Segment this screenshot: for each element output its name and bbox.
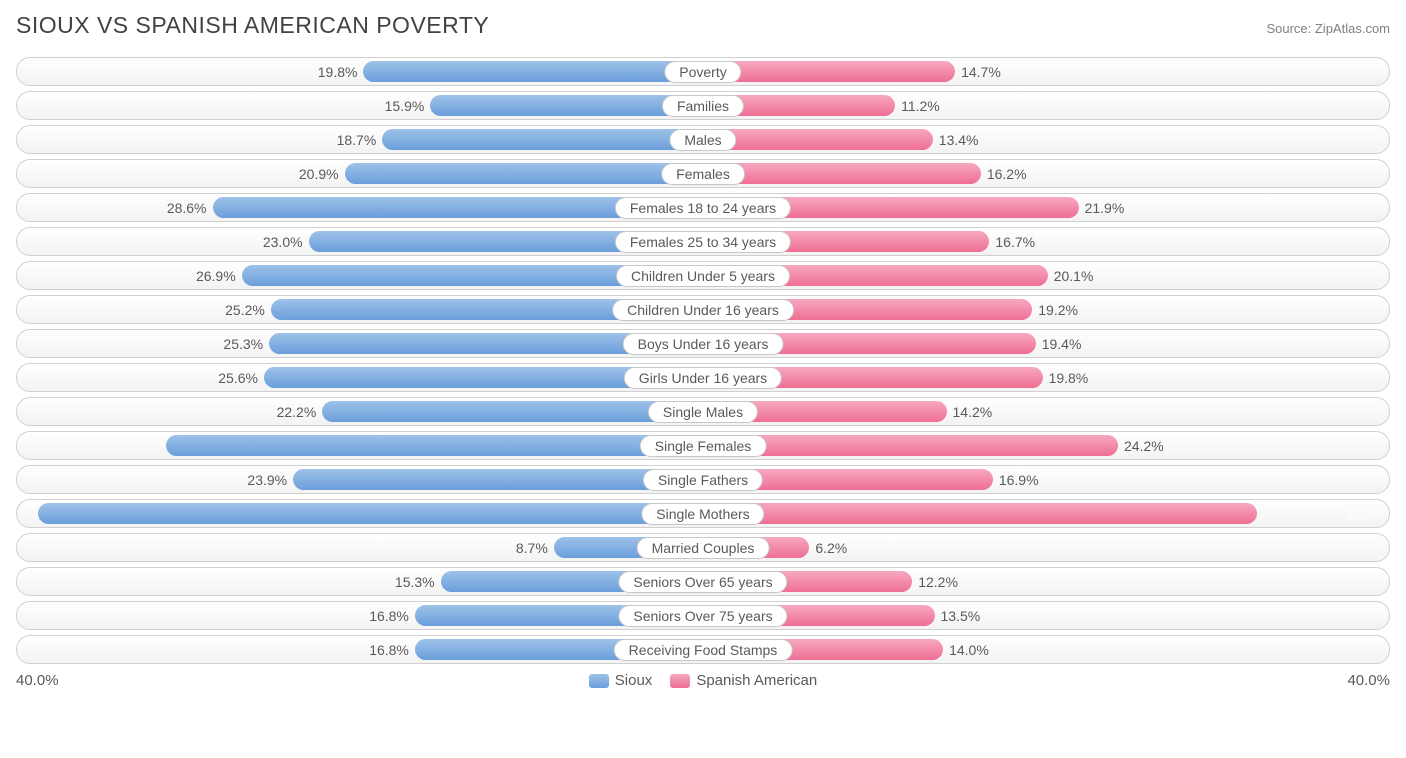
- legend-item-left: Sioux: [589, 672, 653, 689]
- chart-header: SIOUX VS SPANISH AMERICAN POVERTY Source…: [16, 12, 1390, 39]
- chart-row: 15.3% 12.2% Seniors Over 65 years: [16, 567, 1390, 596]
- value-left: 15.9%: [385, 92, 431, 119]
- category-label: Seniors Over 75 years: [618, 605, 787, 627]
- chart-row: 16.8% 13.5% Seniors Over 75 years: [16, 601, 1390, 630]
- category-label: Receiving Food Stamps: [614, 639, 793, 661]
- diverging-bar-chart: 19.8% 14.7% Poverty 15.9% 11.2% Families 18.7%…: [16, 57, 1390, 664]
- value-right: 12.2%: [912, 568, 958, 595]
- legend-swatch-right: [670, 674, 690, 688]
- legend-item-right: Spanish American: [670, 672, 817, 689]
- category-label: Children Under 16 years: [612, 299, 794, 321]
- chart-title: SIOUX VS SPANISH AMERICAN POVERTY: [16, 12, 489, 39]
- chart-row: 25.2% 19.2% Children Under 16 years: [16, 295, 1390, 324]
- value-left: 26.9%: [196, 262, 242, 289]
- bar-left: [293, 469, 703, 490]
- value-right: 16.7%: [989, 228, 1035, 255]
- category-label: Children Under 5 years: [616, 265, 790, 287]
- chart-row: 31.3%24.2%Single Females: [16, 431, 1390, 460]
- chart-row: 15.9% 11.2% Families: [16, 91, 1390, 120]
- axis-max-left: 40.0%: [16, 672, 59, 689]
- chart-row: 19.8% 14.7% Poverty: [16, 57, 1390, 86]
- value-left: 20.9%: [299, 160, 345, 187]
- value-right: 13.4%: [933, 126, 979, 153]
- chart-row: 25.6% 19.8% Girls Under 16 years: [16, 363, 1390, 392]
- category-label: Girls Under 16 years: [624, 367, 782, 389]
- chart-row: 25.3% 19.4% Boys Under 16 years: [16, 329, 1390, 358]
- chart-row: 22.2% 14.2% Single Males: [16, 397, 1390, 426]
- chart-row: 16.8% 14.0% Receiving Food Stamps: [16, 635, 1390, 664]
- value-left: 18.7%: [337, 126, 383, 153]
- bar-right: [703, 503, 1257, 524]
- chart-row: 26.9% 20.1% Children Under 5 years: [16, 261, 1390, 290]
- value-right: 11.2%: [895, 92, 940, 119]
- value-right: 14.2%: [947, 398, 993, 425]
- value-left: 16.8%: [369, 602, 415, 629]
- value-left: 25.6%: [218, 364, 264, 391]
- value-left: 23.0%: [263, 228, 309, 255]
- category-label: Females 18 to 24 years: [615, 197, 791, 219]
- axis-max-right: 40.0%: [1347, 672, 1390, 689]
- value-right: 20.1%: [1048, 262, 1094, 289]
- value-left: 16.8%: [369, 636, 415, 663]
- value-left: 22.2%: [277, 398, 323, 425]
- bar-left: [363, 61, 703, 82]
- value-right: 19.2%: [1032, 296, 1078, 323]
- value-left: 25.3%: [223, 330, 269, 357]
- category-label: Single Females: [640, 435, 767, 457]
- chart-row: 38.8%32.3%Single Mothers: [16, 499, 1390, 528]
- value-right: 21.9%: [1079, 194, 1125, 221]
- value-right: 19.8%: [1043, 364, 1089, 391]
- chart-row: 23.0% 16.7% Females 25 to 34 years: [16, 227, 1390, 256]
- bar-left: [166, 435, 703, 456]
- value-right: 14.0%: [943, 636, 989, 663]
- chart-row: 20.9% 16.2% Females: [16, 159, 1390, 188]
- value-left: 19.8%: [318, 58, 364, 85]
- category-label: Single Mothers: [641, 503, 764, 525]
- chart-row: 18.7% 13.4% Males: [16, 125, 1390, 154]
- value-left: 8.7%: [516, 534, 554, 561]
- legend-swatch-left: [589, 674, 609, 688]
- chart-row: 28.6% 21.9% Females 18 to 24 years: [16, 193, 1390, 222]
- chart-source: Source: ZipAtlas.com: [1266, 21, 1390, 36]
- category-label: Families: [662, 95, 744, 117]
- value-right: 16.2%: [981, 160, 1027, 187]
- category-label: Seniors Over 65 years: [618, 571, 787, 593]
- value-right: 24.2%: [1118, 432, 1164, 459]
- chart-row: 23.9% 16.9% Single Fathers: [16, 465, 1390, 494]
- bar-left: [345, 163, 703, 184]
- category-label: Single Fathers: [643, 469, 763, 491]
- bar-right: [703, 129, 933, 150]
- value-right: 32.3%: [1339, 500, 1385, 527]
- chart-footer: 40.0% Sioux Spanish American 40.0%: [16, 672, 1390, 689]
- legend: Sioux Spanish American: [59, 672, 1348, 689]
- category-label: Poverty: [664, 61, 741, 83]
- value-left: 15.3%: [395, 568, 441, 595]
- value-right: 6.2%: [809, 534, 847, 561]
- value-right: 13.5%: [935, 602, 981, 629]
- value-right: 14.7%: [955, 58, 1001, 85]
- category-label: Single Males: [648, 401, 758, 423]
- legend-label-right: Spanish American: [696, 672, 817, 689]
- bar-left: [322, 401, 703, 422]
- category-label: Married Couples: [637, 537, 770, 559]
- value-left: 25.2%: [225, 296, 271, 323]
- category-label: Females 25 to 34 years: [615, 231, 791, 253]
- category-label: Females: [661, 163, 745, 185]
- bar-left: [382, 129, 703, 150]
- chart-row: 8.7% 6.2% Married Couples: [16, 533, 1390, 562]
- value-left: 23.9%: [247, 466, 293, 493]
- bar-left: [38, 503, 703, 524]
- legend-label-left: Sioux: [615, 672, 653, 689]
- value-right: 16.9%: [993, 466, 1039, 493]
- value-left: 28.6%: [167, 194, 213, 221]
- category-label: Males: [669, 129, 736, 151]
- value-right: 19.4%: [1036, 330, 1082, 357]
- category-label: Boys Under 16 years: [623, 333, 784, 355]
